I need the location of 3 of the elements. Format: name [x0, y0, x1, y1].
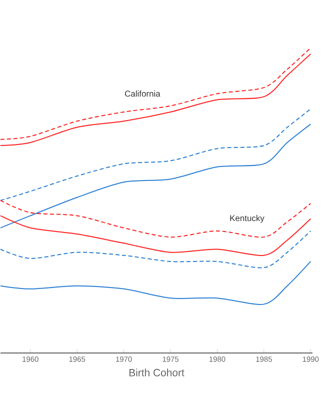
x-axis-title: Birth Cohort	[129, 368, 184, 376]
annotation: Kentucky	[230, 214, 264, 223]
annotation: California	[124, 90, 160, 97]
